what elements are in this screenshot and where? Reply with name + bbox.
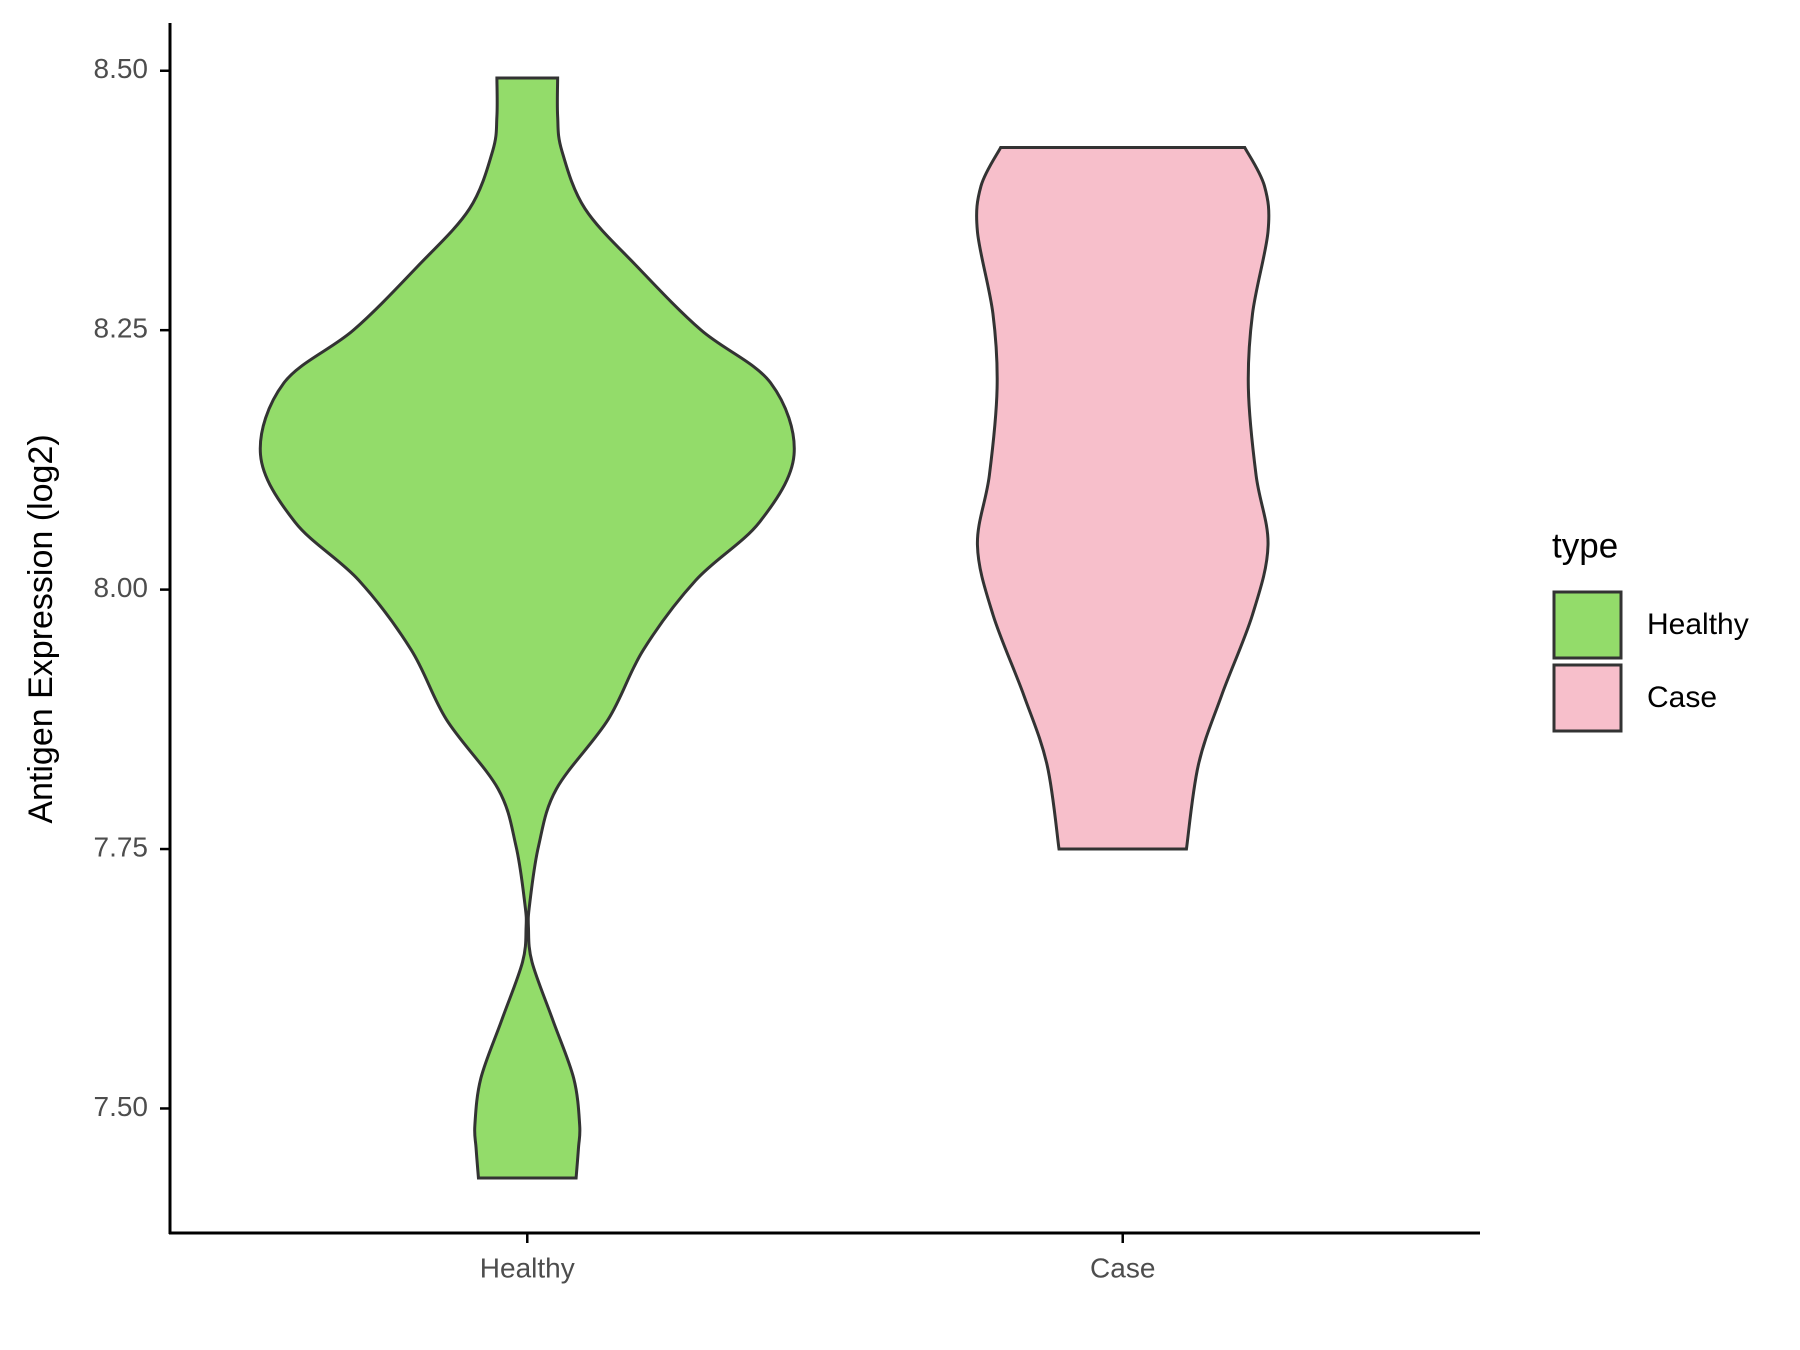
legend-label: Case [1647,681,1717,714]
y-tick-label: 8.50 [94,53,149,84]
legend-label: Healthy [1647,608,1749,641]
x-tick-label: Healthy [480,1252,575,1283]
legend-title: type [1552,526,1618,565]
y-tick-label: 7.75 [94,831,149,862]
x-tick-label: Case [1090,1252,1155,1283]
violin [258,76,796,1180]
y-tick-label: 7.50 [94,1091,149,1122]
legend-key [1552,663,1623,733]
legend-key [1552,590,1623,660]
y-tick-label: 8.00 [94,572,149,603]
y-tick-label: 8.25 [94,313,149,344]
y-axis-title: Antigen Expression (log2) [22,434,60,823]
violin [975,146,1271,851]
